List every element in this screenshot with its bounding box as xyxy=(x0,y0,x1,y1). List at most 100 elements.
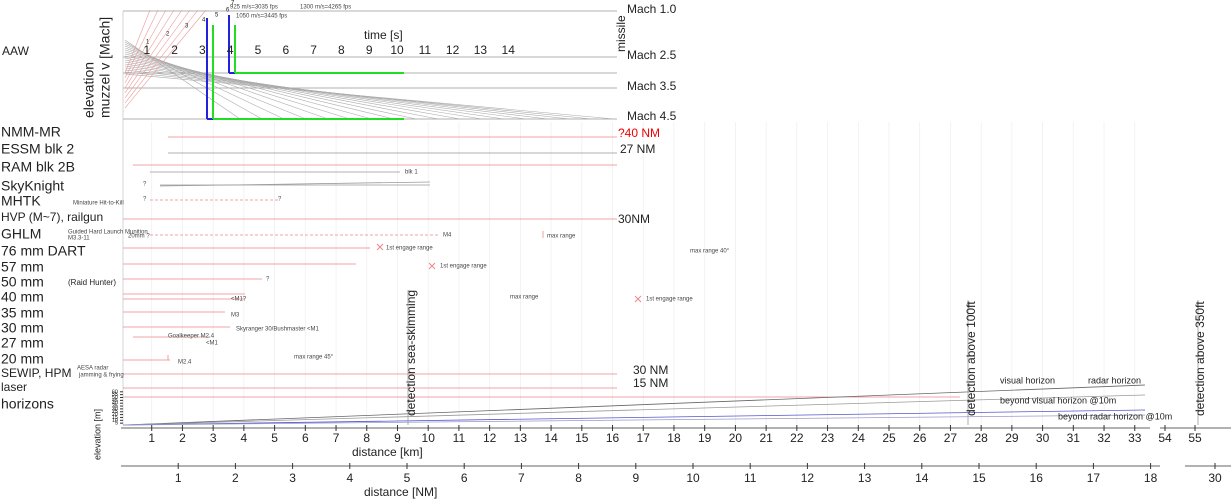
fan-numbers: 1 2 3 4 5 67 xyxy=(146,1,235,46)
weapon-name: 27 mm xyxy=(1,335,44,351)
detection-label: detection sea-skimming xyxy=(404,290,418,416)
km-tick-label: 26 xyxy=(913,431,927,445)
elevation-tick-label: 45 xyxy=(112,398,118,404)
time-tick: 9 xyxy=(366,43,373,57)
fan-number: 1 xyxy=(146,40,150,46)
annotation: 1st engage range xyxy=(440,264,487,270)
km-tick-label: 30 xyxy=(1036,431,1050,445)
time-tick: 8 xyxy=(338,43,345,57)
fan-number: 3 xyxy=(185,24,189,30)
axis-label: elevation [m] xyxy=(92,409,102,460)
km-tick-label: 16 xyxy=(606,431,620,445)
time-tick: 11 xyxy=(419,43,432,57)
elevation-tick-label: 15 xyxy=(112,415,118,421)
weapon-name: 30 mm xyxy=(1,320,44,336)
weapon-name: ESSM blk 2 xyxy=(1,141,74,157)
km-tick-label: 12 xyxy=(483,431,497,445)
weapon-name: SkyKnight xyxy=(1,178,64,194)
time-tick: 12 xyxy=(446,43,460,57)
range-label: 27 NM xyxy=(620,142,655,156)
km-tick-label: 24 xyxy=(852,431,866,445)
fan-number: 7 xyxy=(231,1,235,7)
km-tick-label: 7 xyxy=(333,431,340,445)
horizon-label: beyond radar horizon @10m xyxy=(1058,411,1172,421)
nm-tick-label: 18 xyxy=(1144,471,1158,485)
annotation: max range 40° xyxy=(690,249,730,255)
nm-tick-label: 16 xyxy=(1030,471,1044,485)
weapon-name: laser xyxy=(1,380,27,394)
elevation-tick-label: 25 xyxy=(112,409,118,415)
time-tick: 13 xyxy=(474,43,488,57)
km-tick-label: 4 xyxy=(241,431,248,445)
weapon-name: 20 mm xyxy=(1,351,44,367)
annotation: 1st engage range xyxy=(386,246,433,252)
annotation: ? xyxy=(278,197,282,203)
elevation-tick-label: 50 xyxy=(112,395,118,401)
line xyxy=(122,409,1146,426)
axis-label: distance [NM] xyxy=(364,485,437,499)
mach-label: Mach 1.0 xyxy=(627,2,677,16)
weapon-subtitle: AESA radar xyxy=(77,366,108,372)
annotation: 1st engage range xyxy=(646,297,693,303)
axis-label: distance [km] xyxy=(352,445,423,459)
axes: 1 2 3 4 5 6 7 8 9 10 11 12 13 14 15 16 17 18 19 20 21 22 23 24 2… xyxy=(112,389,1222,485)
km-tick-label: 27 xyxy=(944,431,958,445)
weapon-name: GHLM xyxy=(1,226,41,242)
mach-label: Mach 3.5 xyxy=(627,79,677,93)
km-tick-label: 13 xyxy=(514,431,528,445)
line xyxy=(124,9,159,79)
mach-label: Mach 4.5 xyxy=(627,109,677,123)
line xyxy=(124,9,175,89)
elevation-tick-label: 55 xyxy=(112,392,118,398)
annotation: M2.4 xyxy=(178,360,192,366)
nm-tick-label: 10 xyxy=(686,471,700,485)
line xyxy=(124,9,199,104)
elevation-tick-label: 60 xyxy=(112,389,118,395)
detection-label: detection above 350ft xyxy=(1193,301,1207,416)
nm-tick-label: 1 xyxy=(175,471,182,485)
weapon-subtitle: (Raid Hunter) xyxy=(68,278,116,287)
annotation: 20mm ? xyxy=(128,234,150,240)
layout xyxy=(121,9,1231,467)
section-label: AAW xyxy=(2,44,30,58)
elevation-tick-label: 35 xyxy=(112,404,118,410)
nm-tick-label: 14 xyxy=(915,471,929,485)
line xyxy=(124,9,191,99)
annotation: Skyranger 30/Bushmaster <M1 xyxy=(236,327,320,333)
km-tick-label: 15 xyxy=(575,431,589,445)
km-tick-label: 29 xyxy=(1005,431,1019,445)
km-tick-label: 55 xyxy=(1188,431,1202,445)
weapon-name: horizons xyxy=(1,396,54,412)
km-tick-label: 10 xyxy=(422,431,436,445)
nm-tick-label: 3 xyxy=(289,471,296,485)
range-label: 30 NM xyxy=(633,363,668,377)
time-tick: 7 xyxy=(310,43,317,57)
line xyxy=(124,9,207,109)
weapon-name: RAM blk 2B xyxy=(1,159,75,175)
km-tick-label: 9 xyxy=(394,431,401,445)
km-tick-label: 22 xyxy=(790,431,804,445)
line xyxy=(124,9,151,74)
weapon-note: blk 1 xyxy=(405,170,418,176)
weapon-name: 35 mm xyxy=(1,305,44,321)
km-tick-label: 31 xyxy=(1067,431,1081,445)
horizon-label: beyond visual horizon @10m xyxy=(1000,395,1116,405)
km-tick-label: 3 xyxy=(210,431,217,445)
elevation-tick-label: 30 xyxy=(112,406,118,412)
weapon-name: MHTK xyxy=(1,193,41,209)
time-tick: 5 xyxy=(255,43,262,57)
time-label: time [s] xyxy=(364,28,403,42)
km-tick-label: 14 xyxy=(544,431,558,445)
annotation: max range 45° xyxy=(294,355,334,361)
speed-note: 1300 m/s=4265 fps xyxy=(300,5,351,11)
km-tick-label: 18 xyxy=(667,431,681,445)
detection-label: detection above 100ft xyxy=(964,301,978,416)
elevation-tick-label: 5 xyxy=(115,421,118,427)
line xyxy=(376,243,384,251)
km-tick-label: 19 xyxy=(698,431,712,445)
nm-tick-label: 7 xyxy=(518,471,525,485)
line xyxy=(634,295,642,303)
weapon-name: 50 mm xyxy=(1,274,44,290)
